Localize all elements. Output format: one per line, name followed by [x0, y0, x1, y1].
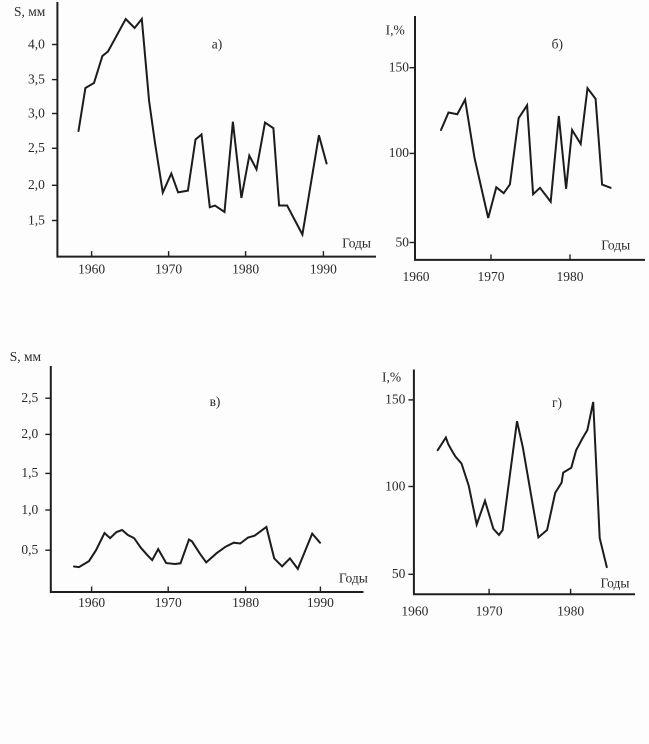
svg-text:1970: 1970 [478, 269, 505, 284]
svg-text:2,5: 2,5 [21, 390, 38, 405]
svg-text:1960: 1960 [401, 604, 428, 619]
svg-text:1970: 1970 [155, 261, 182, 276]
svg-text:3,0: 3,0 [28, 105, 45, 120]
svg-text:1960: 1960 [78, 595, 105, 610]
svg-text:1980: 1980 [557, 604, 584, 619]
svg-text:1,5: 1,5 [28, 212, 45, 227]
svg-text:1,5: 1,5 [21, 465, 38, 480]
svg-text:2,0: 2,0 [21, 426, 38, 441]
svg-text:3,5: 3,5 [28, 71, 45, 86]
svg-text:1970: 1970 [155, 595, 182, 610]
svg-text:Годы: Годы [601, 238, 630, 253]
svg-text:100: 100 [385, 478, 406, 493]
svg-text:1970: 1970 [476, 604, 503, 619]
svg-text:1990: 1990 [307, 595, 334, 610]
svg-text:S, мм: S, мм [14, 4, 46, 19]
svg-text:Годы: Годы [600, 576, 629, 591]
svg-text:I,%: I,% [386, 23, 405, 38]
svg-text:б): б) [552, 36, 563, 51]
svg-text:50: 50 [396, 234, 410, 249]
svg-text:Годы: Годы [342, 236, 371, 251]
svg-text:1980: 1980 [232, 261, 259, 276]
svg-text:1980: 1980 [232, 595, 259, 610]
svg-text:150: 150 [389, 60, 410, 75]
svg-text:1960: 1960 [403, 269, 430, 284]
svg-text:Годы: Годы [339, 570, 368, 585]
svg-text:в): в) [210, 394, 221, 409]
svg-text:2,5: 2,5 [28, 140, 45, 155]
svg-text:I,%: I,% [382, 370, 401, 385]
svg-text:2,0: 2,0 [28, 177, 45, 192]
svg-text:1990: 1990 [310, 261, 337, 276]
svg-text:1980: 1980 [557, 269, 584, 284]
svg-text:S, мм: S, мм [10, 349, 42, 364]
svg-text:1,0: 1,0 [21, 502, 38, 517]
svg-text:4,0: 4,0 [28, 36, 45, 51]
svg-text:100: 100 [389, 145, 410, 160]
svg-text:150: 150 [385, 392, 406, 407]
svg-text:а): а) [212, 36, 223, 51]
svg-text:г): г) [552, 395, 562, 410]
svg-text:1960: 1960 [78, 261, 105, 276]
svg-text:50: 50 [392, 566, 406, 581]
svg-text:0,5: 0,5 [21, 542, 38, 557]
